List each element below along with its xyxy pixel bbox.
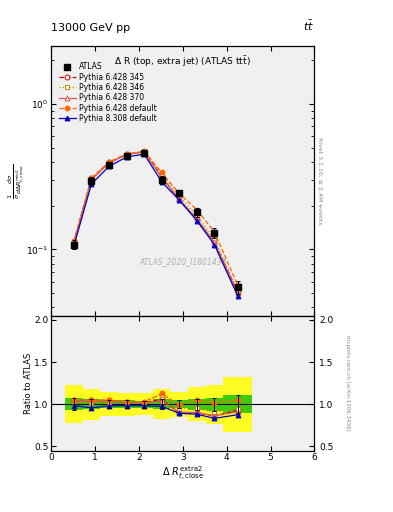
Pythia 8.308 default xyxy=(89,181,94,187)
Pythia 6.428 345 xyxy=(195,216,199,222)
Pythia 8.308 default xyxy=(177,197,182,203)
Pythia 8.308 default xyxy=(212,242,217,248)
X-axis label: $\Delta$ $R^{\rm extra2}_{t,\rm close}$: $\Delta$ $R^{\rm extra2}_{t,\rm close}$ xyxy=(162,465,204,483)
Pythia 8.308 default xyxy=(235,293,240,299)
Pythia 6.428 346 xyxy=(89,176,94,182)
Pythia 6.428 370 xyxy=(177,196,182,202)
Pythia 6.428 default xyxy=(159,169,164,176)
Pythia 6.428 346 xyxy=(107,160,111,166)
Pythia 6.428 345 xyxy=(235,289,240,295)
Pythia 6.428 346 xyxy=(195,212,199,218)
Pythia 6.428 345 xyxy=(212,239,217,245)
Pythia 6.428 346 xyxy=(159,170,164,177)
Y-axis label: mcplots.cern.ch [arXiv:1306.3436]: mcplots.cern.ch [arXiv:1306.3436] xyxy=(345,335,350,431)
Pythia 6.428 346 xyxy=(72,238,76,244)
Line: Pythia 8.308 default: Pythia 8.308 default xyxy=(72,152,240,298)
Pythia 8.308 default xyxy=(142,151,147,157)
Y-axis label: $\frac{1}{\sigma}\frac{d\sigma}{d\Delta R_{t,close}^{min2}}$: $\frac{1}{\sigma}\frac{d\sigma}{d\Delta … xyxy=(6,163,25,199)
Line: Pythia 6.428 370: Pythia 6.428 370 xyxy=(72,150,240,295)
Pythia 6.428 default xyxy=(107,159,111,165)
Pythia 6.428 370 xyxy=(89,177,94,183)
Pythia 8.308 default xyxy=(195,218,199,224)
Pythia 6.428 346 xyxy=(124,151,129,157)
Pythia 6.428 370 xyxy=(107,160,111,166)
Legend: ATLAS, Pythia 6.428 345, Pythia 6.428 346, Pythia 6.428 370, Pythia 6.428 defaul: ATLAS, Pythia 6.428 345, Pythia 6.428 34… xyxy=(57,61,158,124)
Pythia 6.428 345 xyxy=(177,197,182,203)
Pythia 6.428 default xyxy=(124,151,129,157)
Pythia 6.428 370 xyxy=(212,239,217,245)
Line: Pythia 6.428 345: Pythia 6.428 345 xyxy=(72,150,240,294)
Pythia 8.308 default xyxy=(107,163,111,169)
Pythia 6.428 default xyxy=(195,206,199,212)
Pythia 8.308 default xyxy=(124,154,129,160)
Text: 13000 GeV pp: 13000 GeV pp xyxy=(51,23,130,33)
Pythia 6.428 346 xyxy=(177,193,182,199)
Pythia 6.428 345 xyxy=(124,151,129,157)
Text: ATLAS_2020_I1801434: ATLAS_2020_I1801434 xyxy=(139,258,226,266)
Pythia 6.428 default xyxy=(235,282,240,288)
Y-axis label: Ratio to ATLAS: Ratio to ATLAS xyxy=(24,353,33,414)
Pythia 6.428 default xyxy=(142,148,147,155)
Pythia 6.428 346 xyxy=(212,236,217,242)
Pythia 8.308 default xyxy=(159,179,164,185)
Pythia 6.428 345 xyxy=(72,239,76,245)
Pythia 6.428 345 xyxy=(142,149,147,155)
Pythia 6.428 370 xyxy=(159,175,164,181)
Pythia 6.428 default xyxy=(72,238,76,244)
Pythia 6.428 345 xyxy=(159,173,164,179)
Text: $t\bar{t}$: $t\bar{t}$ xyxy=(303,19,314,33)
Pythia 6.428 370 xyxy=(235,290,240,296)
Text: $\Delta$ R (top, extra jet) (ATLAS tt$\bar{\mathrm{t}}$): $\Delta$ R (top, extra jet) (ATLAS tt$\b… xyxy=(114,54,251,69)
Pythia 6.428 370 xyxy=(195,216,199,222)
Pythia 6.428 370 xyxy=(142,149,147,155)
Pythia 6.428 346 xyxy=(142,148,147,155)
Line: Pythia 6.428 346: Pythia 6.428 346 xyxy=(72,149,240,293)
Pythia 6.428 345 xyxy=(89,175,94,181)
Y-axis label: Rivet 3.1.10, ≥ 2.4M events: Rivet 3.1.10, ≥ 2.4M events xyxy=(317,137,322,225)
Pythia 6.428 default xyxy=(212,229,217,235)
Pythia 6.428 345 xyxy=(107,159,111,165)
Pythia 6.428 default xyxy=(89,175,94,181)
Pythia 6.428 default xyxy=(177,190,182,197)
Pythia 6.428 370 xyxy=(72,239,76,245)
Pythia 8.308 default xyxy=(72,243,76,249)
Pythia 6.428 370 xyxy=(124,152,129,158)
Pythia 6.428 346 xyxy=(235,288,240,294)
Line: Pythia 6.428 default: Pythia 6.428 default xyxy=(72,149,240,287)
